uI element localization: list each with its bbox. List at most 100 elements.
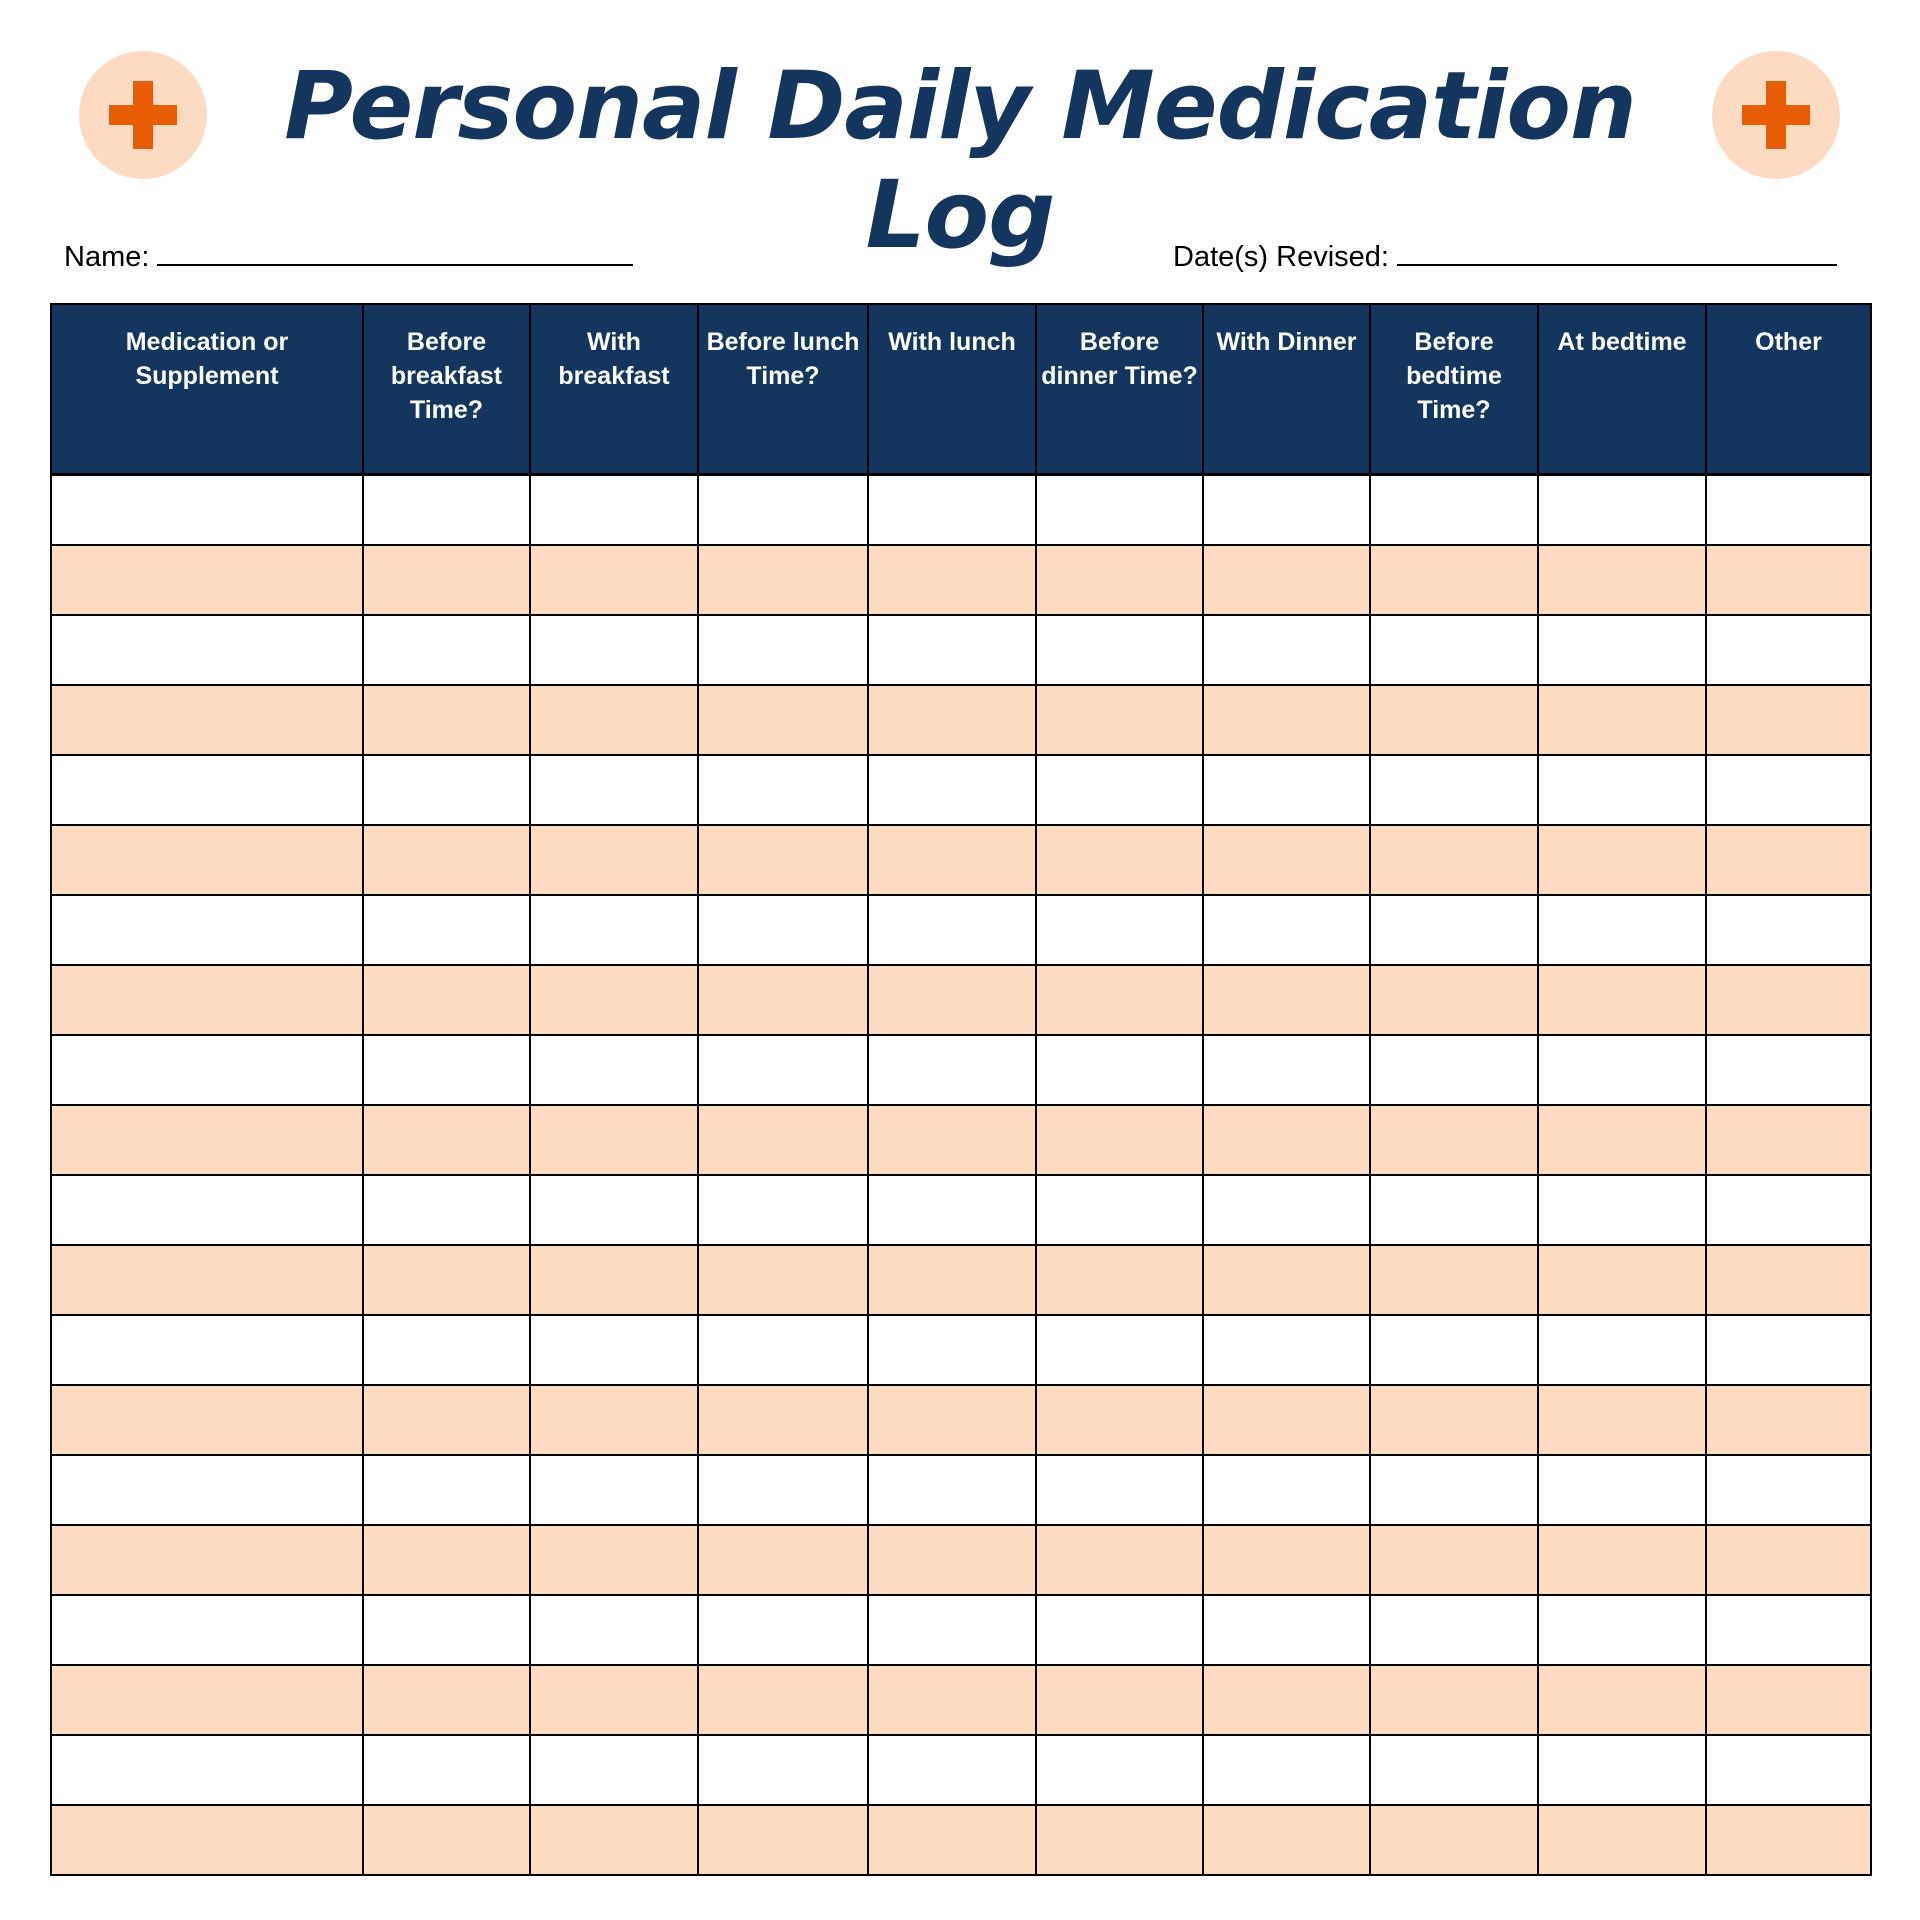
table-cell[interactable] — [1035, 1594, 1204, 1666]
table-cell[interactable] — [1705, 1034, 1872, 1106]
table-cell[interactable] — [1369, 1804, 1539, 1876]
table-cell[interactable] — [1202, 1454, 1371, 1526]
table-cell[interactable] — [1537, 1734, 1707, 1806]
table-cell[interactable] — [1369, 824, 1539, 896]
table-cell[interactable] — [529, 1594, 699, 1666]
table-cell[interactable] — [867, 1244, 1037, 1316]
table-cell[interactable] — [362, 1594, 531, 1666]
table-cell[interactable] — [362, 614, 531, 686]
table-cell[interactable] — [362, 894, 531, 966]
table-cell[interactable] — [867, 824, 1037, 896]
table-cell[interactable] — [1202, 473, 1371, 546]
table-cell[interactable] — [1369, 544, 1539, 616]
table-cell[interactable] — [362, 1524, 531, 1596]
table-cell[interactable] — [697, 1314, 869, 1386]
table-cell[interactable] — [1035, 1034, 1204, 1106]
table-cell[interactable] — [697, 964, 869, 1036]
table-cell[interactable] — [50, 544, 364, 616]
table-cell[interactable] — [1202, 684, 1371, 756]
table-cell[interactable] — [1369, 1734, 1539, 1806]
table-cell[interactable] — [697, 684, 869, 756]
table-cell[interactable] — [50, 824, 364, 896]
table-cell[interactable] — [1035, 1804, 1204, 1876]
table-cell[interactable] — [867, 1034, 1037, 1106]
table-cell[interactable] — [1537, 1384, 1707, 1456]
table-cell[interactable] — [867, 1804, 1037, 1876]
table-cell[interactable] — [1035, 824, 1204, 896]
table-cell[interactable] — [697, 1734, 869, 1806]
table-cell[interactable] — [1537, 544, 1707, 616]
table-cell[interactable] — [362, 1034, 531, 1106]
table-cell[interactable] — [529, 1524, 699, 1596]
table-cell[interactable] — [50, 1384, 364, 1456]
table-cell[interactable] — [1035, 1174, 1204, 1246]
table-cell[interactable] — [1537, 754, 1707, 826]
table-cell[interactable] — [697, 544, 869, 616]
table-cell[interactable] — [529, 754, 699, 826]
table-cell[interactable] — [1537, 684, 1707, 756]
table-cell[interactable] — [1537, 1314, 1707, 1386]
table-cell[interactable] — [1369, 754, 1539, 826]
table-cell[interactable] — [1202, 1524, 1371, 1596]
table-cell[interactable] — [1202, 544, 1371, 616]
table-cell[interactable] — [697, 824, 869, 896]
table-cell[interactable] — [1202, 1804, 1371, 1876]
table-cell[interactable] — [1202, 1594, 1371, 1666]
table-cell[interactable] — [1537, 1244, 1707, 1316]
table-cell[interactable] — [529, 894, 699, 966]
name-line[interactable] — [157, 236, 634, 266]
name-field[interactable]: Name: — [64, 236, 634, 274]
table-cell[interactable] — [1705, 1804, 1872, 1876]
table-cell[interactable] — [867, 754, 1037, 826]
table-cell[interactable] — [50, 473, 364, 546]
table-cell[interactable] — [867, 1454, 1037, 1526]
table-cell[interactable] — [50, 754, 364, 826]
table-cell[interactable] — [1705, 1244, 1872, 1316]
date-revised-field[interactable]: Date(s) Revised: — [1173, 236, 1837, 274]
table-cell[interactable] — [1705, 1384, 1872, 1456]
table-cell[interactable] — [1537, 614, 1707, 686]
table-cell[interactable] — [362, 1664, 531, 1736]
table-cell[interactable] — [50, 1104, 364, 1176]
table-cell[interactable] — [1202, 964, 1371, 1036]
table-cell[interactable] — [867, 1594, 1037, 1666]
table-cell[interactable] — [697, 1174, 869, 1246]
table-cell[interactable] — [867, 1314, 1037, 1386]
table-cell[interactable] — [1537, 824, 1707, 896]
table-cell[interactable] — [362, 1804, 531, 1876]
table-cell[interactable] — [1705, 684, 1872, 756]
table-cell[interactable] — [529, 824, 699, 896]
table-cell[interactable] — [1705, 544, 1872, 616]
table-cell[interactable] — [697, 1594, 869, 1666]
table-cell[interactable] — [1705, 1454, 1872, 1526]
table-cell[interactable] — [529, 614, 699, 686]
table-cell[interactable] — [50, 1664, 364, 1736]
table-cell[interactable] — [1202, 824, 1371, 896]
table-cell[interactable] — [1537, 473, 1707, 546]
table-cell[interactable] — [867, 894, 1037, 966]
table-cell[interactable] — [1537, 1034, 1707, 1106]
table-cell[interactable] — [1202, 1384, 1371, 1456]
table-cell[interactable] — [1705, 1734, 1872, 1806]
table-cell[interactable] — [697, 1384, 869, 1456]
table-cell[interactable] — [529, 1454, 699, 1526]
table-cell[interactable] — [1035, 1314, 1204, 1386]
table-cell[interactable] — [50, 1454, 364, 1526]
table-cell[interactable] — [697, 473, 869, 546]
table-cell[interactable] — [697, 754, 869, 826]
table-cell[interactable] — [1537, 1664, 1707, 1736]
table-cell[interactable] — [362, 1244, 531, 1316]
table-cell[interactable] — [1369, 1314, 1539, 1386]
table-cell[interactable] — [50, 1594, 364, 1666]
table-cell[interactable] — [1202, 1034, 1371, 1106]
table-cell[interactable] — [1705, 1314, 1872, 1386]
table-cell[interactable] — [362, 684, 531, 756]
table-cell[interactable] — [1369, 473, 1539, 546]
table-cell[interactable] — [1537, 1104, 1707, 1176]
table-cell[interactable] — [1705, 824, 1872, 896]
table-cell[interactable] — [1369, 1524, 1539, 1596]
table-cell[interactable] — [1369, 1384, 1539, 1456]
table-cell[interactable] — [1369, 894, 1539, 966]
table-cell[interactable] — [362, 1454, 531, 1526]
table-cell[interactable] — [1705, 964, 1872, 1036]
